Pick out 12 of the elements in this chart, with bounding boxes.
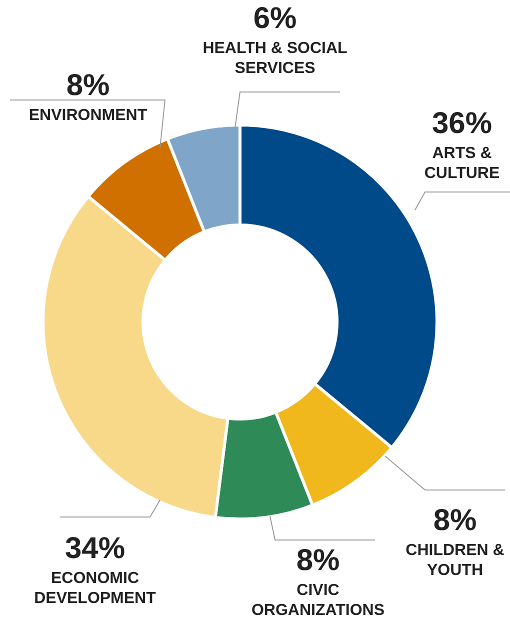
data-label: 34% [64,532,126,565]
data-label: 6% [253,2,297,35]
slice-label: ARTS & CULTURE [424,145,500,182]
data-label: 8% [433,504,477,537]
slice-label: ECONOMIC DEVELOPMENT [34,570,156,607]
slice-label: CHILDREN & YOUTH [406,542,505,579]
data-label: 8% [66,69,110,102]
data-label: 8% [296,544,340,577]
slice-label: CIVIC ORGANIZATIONS [251,582,385,619]
slice-label: ENVIRONMENT [28,107,148,124]
slice-label: HEALTH & SOCIAL SERVICES [202,40,348,77]
data-label: 36% [432,107,492,140]
